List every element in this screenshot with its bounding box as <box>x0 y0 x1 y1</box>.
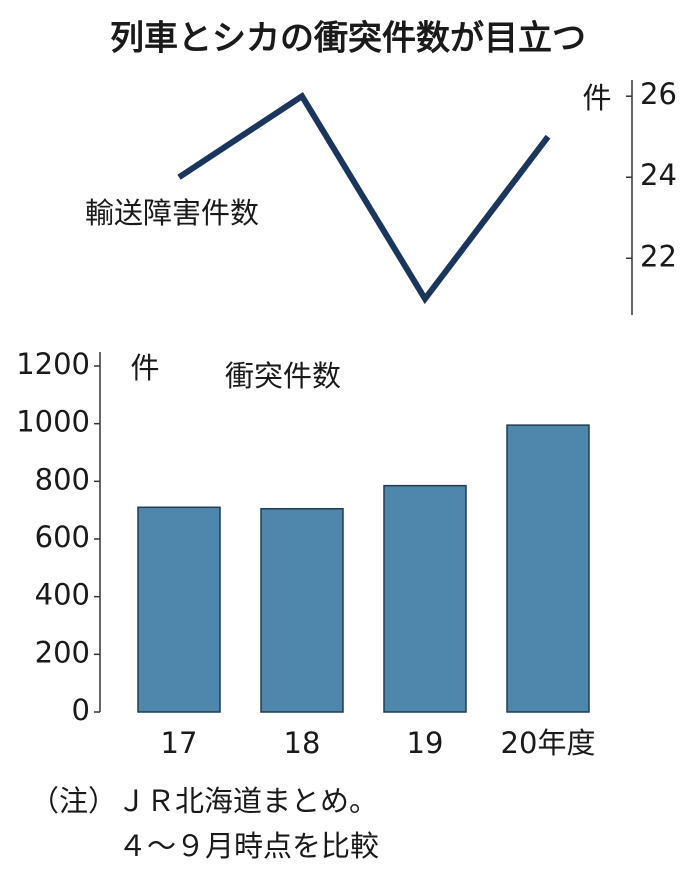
x-tick-label: 17 <box>161 726 198 760</box>
y-tick-label: 600 <box>35 520 90 554</box>
y-tick-label: 1200 <box>16 347 90 381</box>
x-tick-label: 18 <box>284 726 321 760</box>
y-tick-label: 0 <box>72 693 90 727</box>
y-tick-label: 24 <box>640 158 677 192</box>
series-label: 衝突件数 <box>225 359 341 393</box>
x-tick-label: 20年度 <box>501 726 596 760</box>
y-tick-label: 1000 <box>16 405 90 439</box>
x-tick-label: 19 <box>407 726 444 760</box>
unit-label: 件 <box>130 351 159 385</box>
bar <box>383 484 467 713</box>
unit-label: 件 <box>582 81 611 115</box>
bar <box>137 506 221 713</box>
bar <box>260 507 344 713</box>
chart-title: 列車とシカの衝突件数が目立つ <box>110 19 586 59</box>
y-tick-label: 22 <box>640 239 677 273</box>
y-tick-label: 26 <box>640 77 677 111</box>
series-label: 輸送障害件数 <box>85 196 259 230</box>
y-tick-label: 200 <box>35 635 90 669</box>
note: ４～９月時点を比較 <box>118 829 379 863</box>
y-tick-label: 400 <box>35 578 90 612</box>
y-tick-label: 800 <box>35 462 90 496</box>
line <box>177 91 551 305</box>
bar <box>506 424 590 713</box>
note: （注）ＪＲ北海道まとめ。 <box>30 784 378 818</box>
